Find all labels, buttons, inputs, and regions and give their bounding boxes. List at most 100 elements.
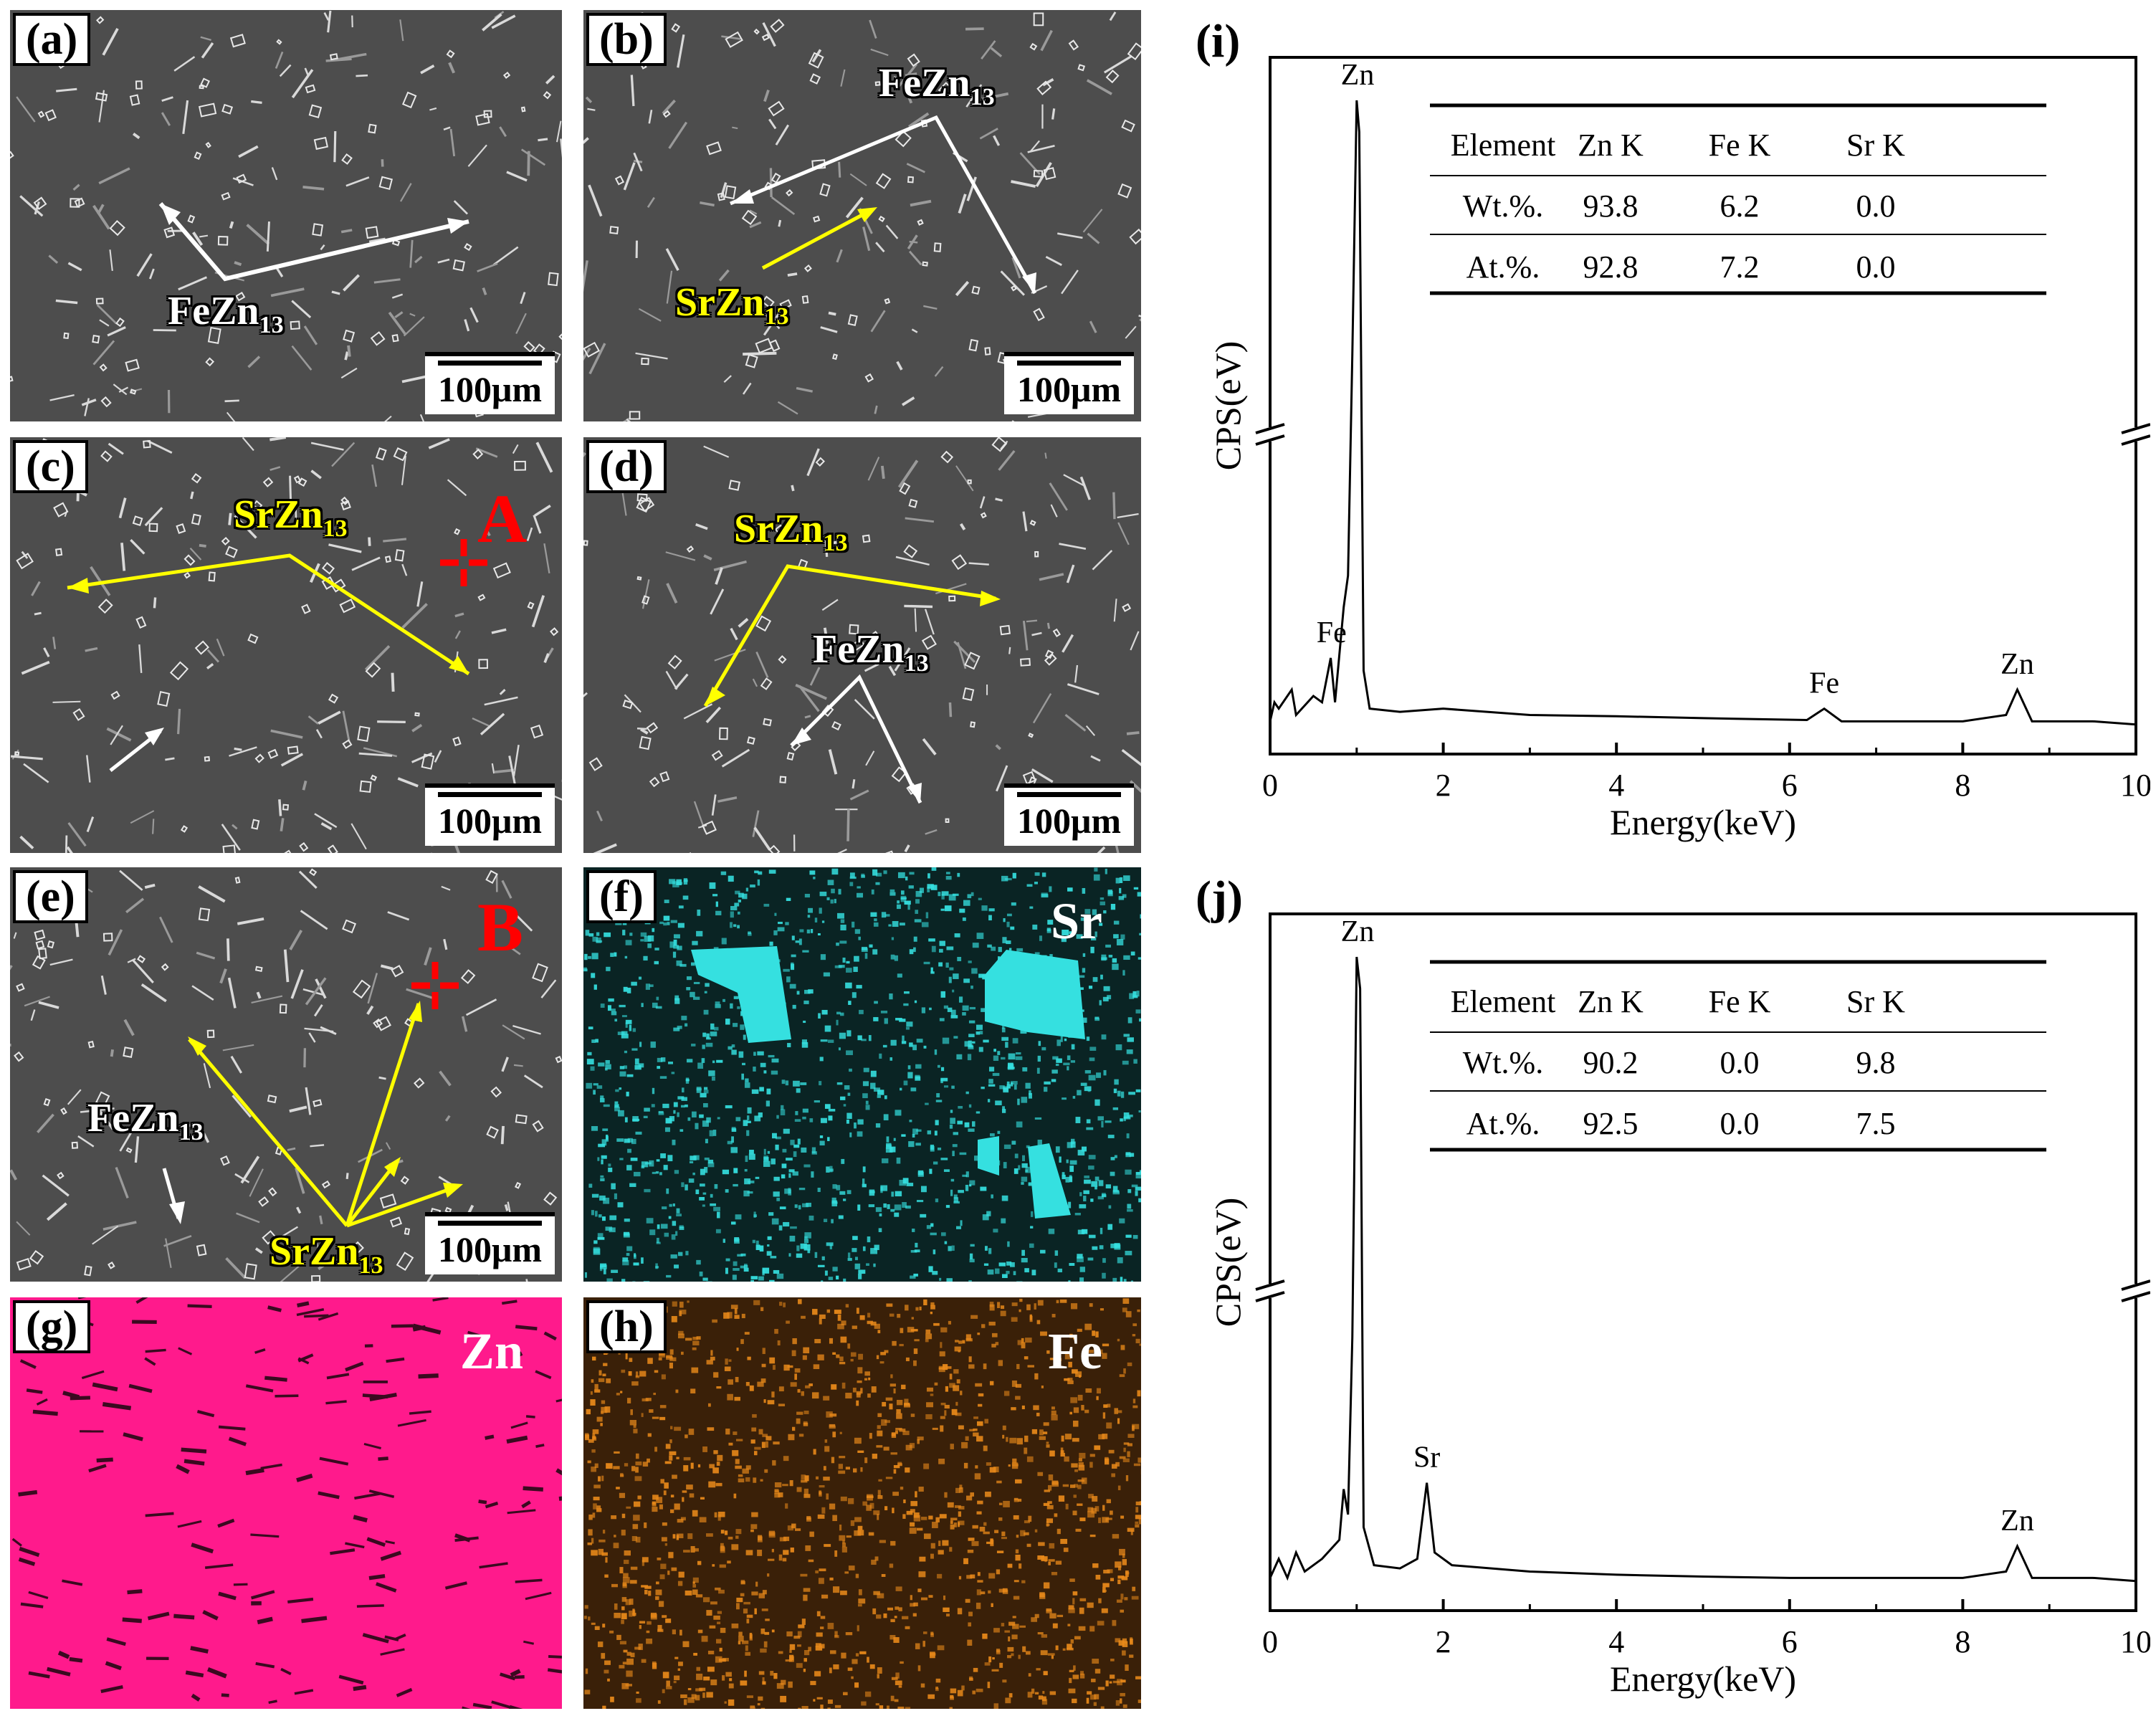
sem-texture (583, 437, 1141, 853)
panel-label: (b) (586, 13, 667, 66)
table-header-cell: Fe K (1709, 984, 1771, 1019)
peak-label: Sr (1413, 1441, 1440, 1474)
sem-image-b: (b) FeZn13 SrZn13 100μm (583, 10, 1141, 421)
table-cell: 92.5 (1583, 1106, 1639, 1141)
x-tick-label: 4 (1608, 768, 1624, 803)
sem-texture (10, 10, 562, 421)
scale-bar: 100μm (425, 352, 555, 414)
peak-label: Zn (1341, 915, 1375, 948)
srzn13-label: SrZn13 (734, 507, 848, 556)
x-tick-label: 10 (2120, 768, 2150, 803)
map-texture (583, 1298, 1141, 1709)
peak-label: Fe (1809, 667, 1839, 700)
srzn13-label: SrZn13 (675, 280, 789, 330)
axis-break-mark (2121, 423, 2150, 434)
panel-label: (c) (13, 440, 88, 493)
eds-map-zn: (g) Zn (10, 1297, 562, 1709)
x-tick-label: 10 (2120, 1624, 2150, 1659)
eds-spectrum-j: 0 2 4 6 8 10 Energy(keV) CPS(eV) Zn Sr Zn Element Zn… (1175, 871, 2150, 1717)
annotation-arrows (67, 539, 487, 772)
panel-label: (i) (1196, 15, 1241, 67)
x-tick-label: 2 (1436, 1624, 1451, 1659)
table-header-cell: Fe K (1709, 128, 1771, 163)
element-label: Zn (459, 1322, 523, 1380)
sem-image-c: (c) SrZn13 A 100μm (10, 437, 562, 853)
axis-break-mark (2121, 1291, 2150, 1302)
table-cell: 6.2 (1720, 189, 1760, 224)
axis-break-mark (1255, 1279, 1285, 1291)
table-header-cell: Zn K (1578, 984, 1644, 1019)
table-header-cell: Sr K (1846, 984, 1905, 1019)
panel-label: (h) (586, 1300, 667, 1353)
srzn13-label: SrZn13 (234, 492, 348, 542)
x-tick-label: 8 (1955, 768, 1970, 803)
chart-svg: 0 2 4 6 8 10 Energy(keV) CPS(eV) Zn Fe Fe Zn Element… (1208, 56, 2150, 842)
sr-rich-regions (691, 946, 1085, 1219)
table-header-cell: Element (1451, 984, 1556, 1019)
x-tick-label: 6 (1782, 768, 1798, 803)
peak-label: Zn (2000, 648, 2034, 681)
scale-bar: 100μm (425, 783, 555, 846)
sem-image-d: (d) SrZn13 FeZn13 100μm (583, 437, 1141, 853)
table-cell: 7.5 (1856, 1106, 1896, 1141)
axis-break-mark (1255, 1291, 1285, 1302)
panel-label: (d) (586, 440, 667, 493)
table-header-cell: Sr K (1846, 128, 1905, 163)
spectrum-line (1269, 100, 2137, 726)
annotation-arrows (158, 202, 469, 282)
axis-break-mark (1255, 423, 1285, 434)
x-tick-label: 4 (1608, 1624, 1624, 1659)
table-cell: 9.8 (1856, 1045, 1896, 1080)
annotation-arrows (703, 564, 1001, 804)
peak-label: Fe (1317, 616, 1347, 649)
map-texture (11, 1297, 562, 1709)
axis-break-mark (2121, 434, 2150, 446)
table-cell: Wt.%. (1463, 189, 1543, 224)
x-tick-label: 0 (1262, 1624, 1278, 1659)
eds-map-fe: (h) Fe (583, 1297, 1141, 1709)
fezn13-label: FeZn13 (879, 61, 995, 110)
fezn13-label: FeZn13 (813, 627, 929, 677)
x-tick-label: 0 (1262, 768, 1278, 803)
table-cell: 93.8 (1583, 189, 1639, 224)
x-tick-label: 6 (1782, 1624, 1798, 1659)
sem-image-e: (e) FeZn13 SrZn13 B 100μm (10, 867, 562, 1282)
x-axis-label: Energy(keV) (1610, 802, 1796, 842)
srzn13-label: SrZn13 (270, 1229, 383, 1279)
eds-map-sr: (f) Sr (583, 867, 1141, 1282)
table-cell: 92.8 (1583, 249, 1639, 285)
fezn13-label: FeZn13 (87, 1096, 204, 1145)
x-tick-label: 2 (1436, 768, 1451, 803)
panel-label: (j) (1196, 872, 1243, 924)
table-cell: 0.0 (1720, 1106, 1760, 1141)
chart-svg: 0 2 4 6 8 10 Energy(keV) CPS(eV) Zn Sr Zn Element Zn… (1208, 912, 2150, 1699)
peak-label: Zn (2000, 1505, 2034, 1538)
scale-bar: 100μm (1004, 352, 1134, 414)
panel-label: (e) (13, 870, 88, 923)
table-cell: At.%. (1466, 1106, 1540, 1141)
table-header-cell: Zn K (1578, 128, 1644, 163)
annotation-arrows (730, 115, 1037, 295)
table-cell: 90.2 (1583, 1045, 1639, 1080)
annotation-arrows (162, 962, 463, 1228)
point-b-label: B (477, 889, 524, 966)
table-header-cell: Element (1451, 128, 1556, 163)
table-cell: At.%. (1466, 249, 1540, 285)
table-cell: 0.0 (1856, 249, 1896, 285)
table-cell: Wt.%. (1463, 1045, 1543, 1080)
x-tick-label: 8 (1955, 1624, 1970, 1659)
peak-label: Zn (1341, 59, 1375, 92)
axis-break-mark (1255, 434, 1285, 446)
table-cell: 7.2 (1720, 249, 1760, 285)
x-axis-label: Energy(keV) (1610, 1659, 1796, 1699)
y-axis-label: CPS(eV) (1208, 1198, 1248, 1327)
element-label: Sr (1051, 892, 1102, 950)
fezn13-label: FeZn13 (168, 289, 284, 338)
sem-texture (10, 437, 562, 853)
eds-spectrum-i: 0 2 4 6 8 10 Energy(keV) CPS(eV) Zn Fe Fe Zn Element… (1175, 14, 2150, 860)
spectrum-line (1269, 956, 2137, 1583)
axis-break-mark (2121, 1279, 2150, 1291)
table-cell: 0.0 (1720, 1045, 1760, 1080)
table-cell: 0.0 (1856, 189, 1896, 224)
scale-bar: 100μm (425, 1212, 555, 1274)
